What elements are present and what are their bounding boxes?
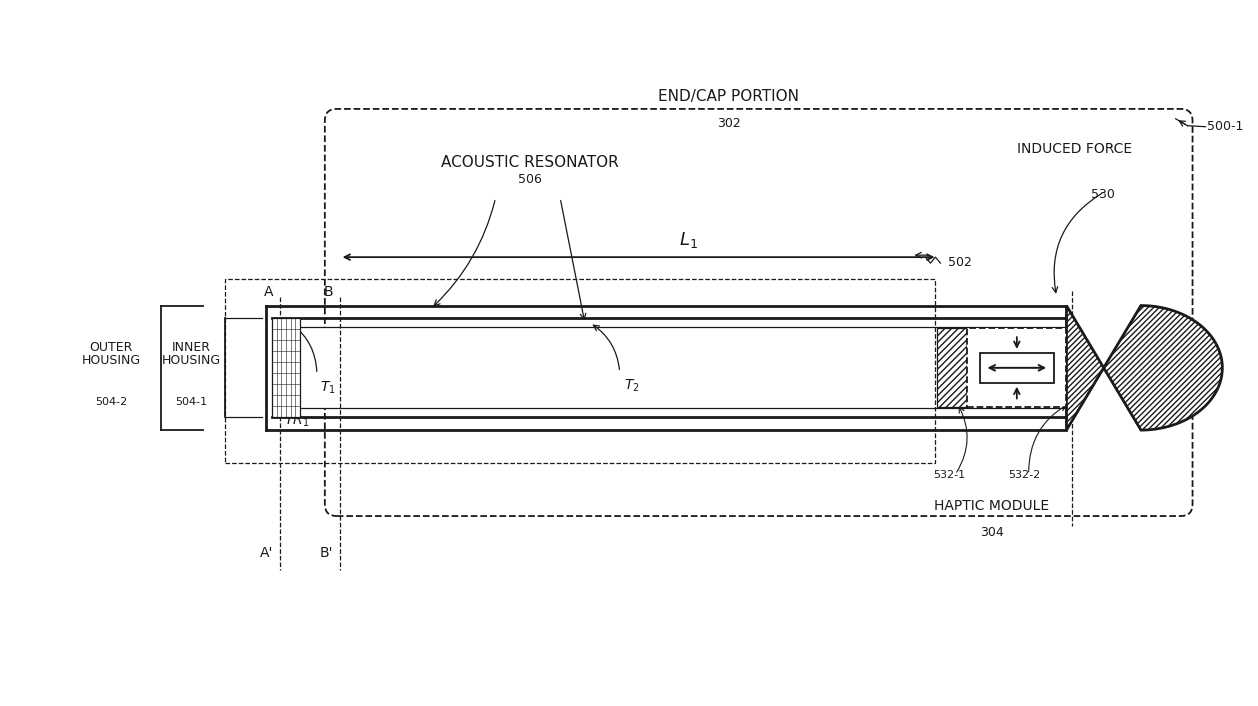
Text: 504-1: 504-1 xyxy=(175,397,206,407)
Text: B: B xyxy=(323,285,333,299)
Text: 302: 302 xyxy=(717,116,741,130)
Text: HOUSING: HOUSING xyxy=(82,354,141,367)
Bar xyxy=(967,328,1067,407)
Text: $T_2$: $T_2$ xyxy=(624,377,639,394)
Text: A': A' xyxy=(260,546,273,560)
Polygon shape xyxy=(1067,306,1223,430)
Text: OUTER: OUTER xyxy=(89,341,133,354)
Text: 532-2: 532-2 xyxy=(1009,469,1040,479)
Text: 502: 502 xyxy=(949,256,972,268)
Text: HOUSING: HOUSING xyxy=(161,354,220,367)
Text: INDUCED FORCE: INDUCED FORCE xyxy=(1016,143,1132,156)
Bar xyxy=(272,328,1067,408)
Text: HAPTIC MODULE: HAPTIC MODULE xyxy=(935,499,1049,513)
Text: 504-2: 504-2 xyxy=(96,397,127,407)
Text: 500-1: 500-1 xyxy=(1208,120,1244,133)
Text: 506: 506 xyxy=(518,173,542,186)
Bar xyxy=(980,353,1054,383)
Text: INNER: INNER xyxy=(171,341,210,354)
Text: 304: 304 xyxy=(980,526,1004,539)
Bar xyxy=(937,328,967,407)
Text: END/CAP PORTION: END/CAP PORTION xyxy=(658,89,799,104)
Text: $TR_1$: $TR_1$ xyxy=(284,412,309,429)
Bar xyxy=(272,318,299,417)
Text: $L_1$: $L_1$ xyxy=(679,230,698,250)
Text: A: A xyxy=(264,285,273,299)
Text: 532-1: 532-1 xyxy=(933,469,965,479)
Text: B': B' xyxy=(320,546,333,560)
Text: ACOUSTIC RESONATOR: ACOUSTIC RESONATOR xyxy=(442,155,619,170)
Text: $T_1$: $T_1$ xyxy=(320,379,336,395)
Text: 530: 530 xyxy=(1091,188,1115,201)
